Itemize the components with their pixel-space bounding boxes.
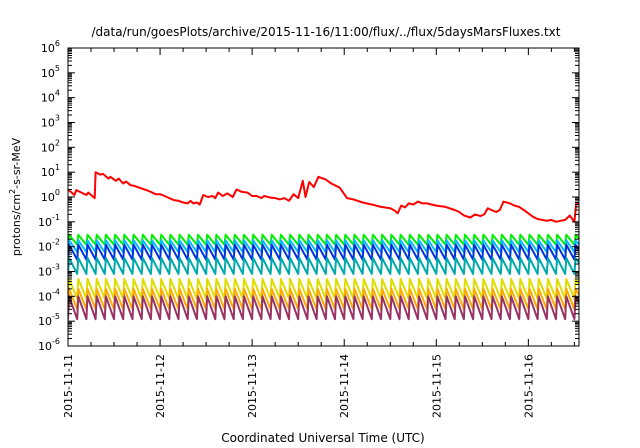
x-tick-label: 2015-11-14	[338, 354, 351, 418]
y-tick-label: 106	[41, 39, 60, 55]
y-axis-label: protons/cm2-s-sr-MeV	[8, 137, 23, 256]
y-tick-label: 10-5	[38, 312, 60, 328]
y-axis-label-superscript: 2	[8, 189, 17, 194]
y-tick-label: 105	[41, 64, 60, 80]
x-tick-label: 2015-11-16	[522, 354, 535, 418]
x-tick-label: 2015-11-11	[62, 354, 75, 418]
chart-title: /data/run/goesPlots/archive/2015-11-16/1…	[92, 25, 561, 39]
x-axis: 2015-11-11 2015-11-12 2015-11-13 2015-11-14…	[62, 48, 575, 418]
x-axis-label: Coordinated Universal Time (UTC)	[221, 431, 424, 445]
y-tick-label: 10-6	[38, 337, 60, 353]
y-tick-label: 10-2	[38, 238, 60, 254]
y-tick-label: 10-4	[38, 287, 60, 303]
x-tick-label: 2015-11-12	[154, 354, 167, 418]
y-axis: 10-6 10-5 10-4 10-3 10-2 10-1 100 101 102 103 104 1…	[38, 39, 579, 353]
y-tick-label: 104	[41, 89, 60, 105]
y-tick-label: 100	[41, 188, 60, 204]
plot-area	[68, 171, 579, 321]
y-tick-label: 10-1	[38, 213, 60, 229]
series-line-7	[68, 295, 579, 321]
x-tick-label: 2015-11-15	[430, 354, 443, 418]
y-axis-label-prefix: protons/cm	[10, 194, 23, 256]
x-tick-label: 2015-11-13	[246, 354, 259, 418]
y-axis-label-suffix: -s-sr-MeV	[10, 137, 23, 188]
y-tick-label: 102	[41, 138, 60, 154]
series-line-0	[68, 171, 579, 223]
series-line-4	[68, 257, 579, 275]
y-tick-label: 103	[41, 114, 60, 130]
y-tick-label: 10-3	[38, 263, 60, 279]
y-tick-label: 101	[41, 163, 60, 179]
